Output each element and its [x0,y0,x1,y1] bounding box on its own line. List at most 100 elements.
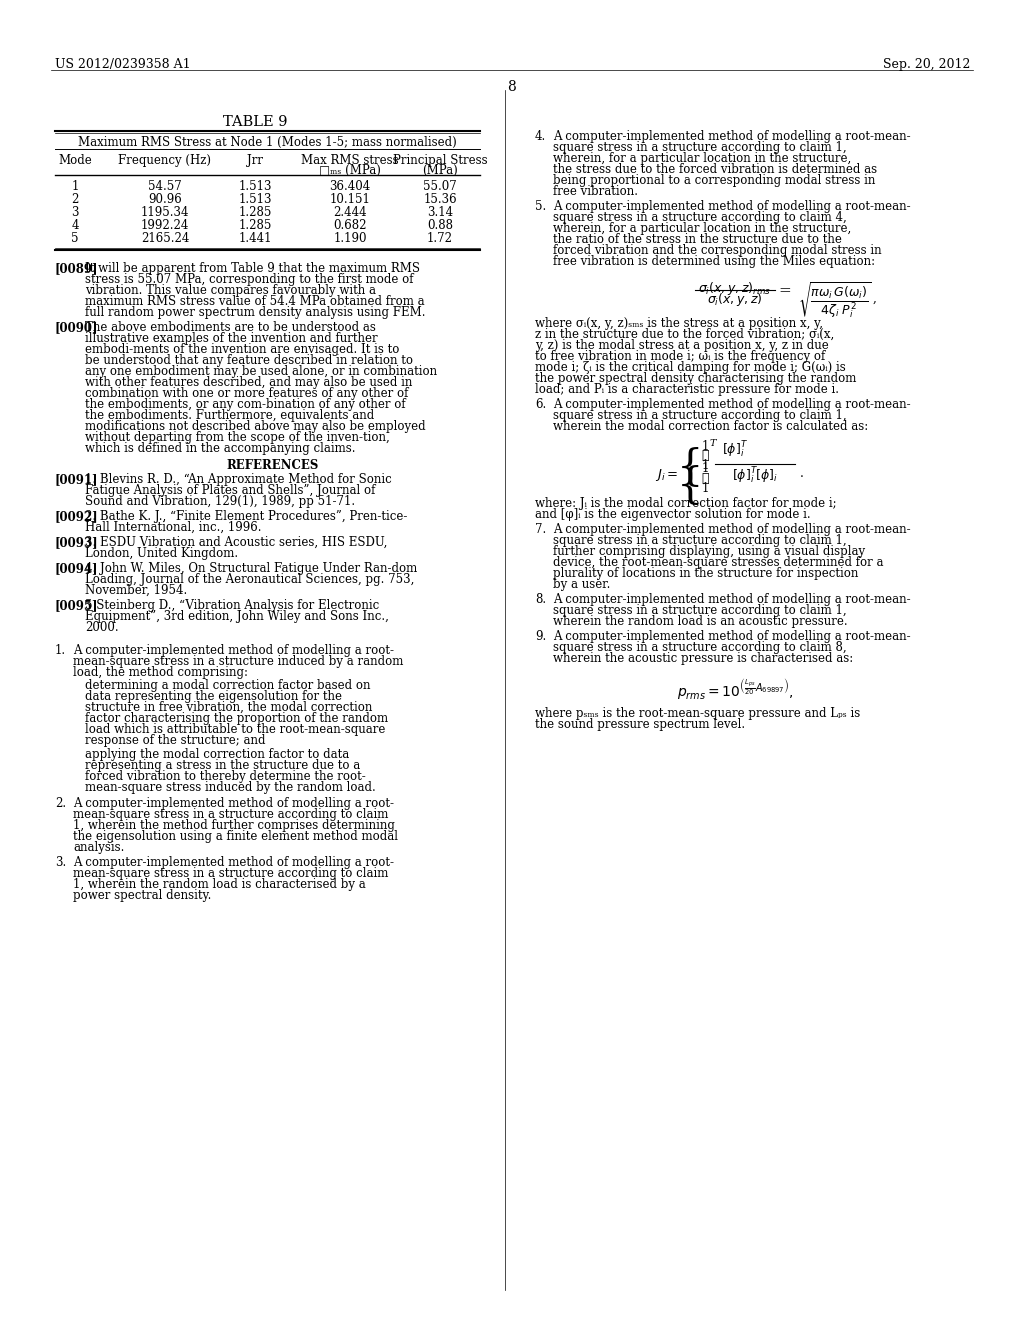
Text: 1.285: 1.285 [239,219,271,232]
Text: $[\phi]_i^T$: $[\phi]_i^T$ [722,440,748,461]
Text: maximum RMS stress value of 54.4 MPa obtained from a: maximum RMS stress value of 54.4 MPa obt… [85,294,425,308]
Text: {: { [677,465,703,507]
Text: vibration. This value compares favourably with a: vibration. This value compares favourabl… [85,284,376,297]
Text: (MPa): (MPa) [422,164,458,177]
Text: November, 1954.: November, 1954. [85,583,187,597]
Text: wherein the acoustic pressure is characterised as:: wherein the acoustic pressure is charact… [553,652,853,665]
Text: 8: 8 [508,81,516,94]
Text: 1, wherein the random load is characterised by a: 1, wherein the random load is characteri… [73,878,366,891]
Text: by a user.: by a user. [553,578,610,591]
Text: A computer-implemented method of modelling a root-: A computer-implemented method of modelli… [73,797,394,810]
Text: {: { [677,447,703,488]
Text: any one embodiment may be used alone, or in combination: any one embodiment may be used alone, or… [85,366,437,378]
Text: Jrr: Jrr [247,154,263,168]
Text: $\sqrt{\dfrac{\pi\omega_i\,G(\omega_i)}{4\zeta_i\;P_i^2}}$: $\sqrt{\dfrac{\pi\omega_i\,G(\omega_i)}{… [798,280,871,319]
Text: T: T [710,440,716,447]
Text: without departing from the scope of the inven­tion,: without departing from the scope of the … [85,432,390,444]
Text: 2.: 2. [55,797,67,810]
Text: 0.88: 0.88 [427,219,453,232]
Text: forced vibration to thereby determine the root-: forced vibration to thereby determine th… [85,770,366,783]
Text: response of the structure; and: response of the structure; and [85,734,265,747]
Text: square stress in a structure according to claim 1,: square stress in a structure according t… [553,141,847,154]
Text: A computer-implemented method of modelling a root-: A computer-implemented method of modelli… [73,644,394,657]
Text: square stress in a structure according to claim 1,: square stress in a structure according t… [553,409,847,422]
Text: mean-square stress in a structure according to claim: mean-square stress in a structure accord… [73,867,388,880]
Text: 1.72: 1.72 [427,232,453,246]
Text: being proportional to a corresponding modal stress in: being proportional to a corresponding mo… [553,174,876,187]
Text: Sound and Vibration, 129(1), 1989, pp 51-71.: Sound and Vibration, 129(1), 1989, pp 51… [85,495,355,508]
Text: to free vibration in mode i; ωᵢ is the frequency of: to free vibration in mode i; ωᵢ is the f… [535,350,825,363]
Text: the power spectral density characterising the random: the power spectral density characterisin… [535,372,856,385]
Text: load which is attributable to the root-mean-square: load which is attributable to the root-m… [85,723,385,737]
Text: Fatigue Analysis of Plates and Shells”, Journal of: Fatigue Analysis of Plates and Shells”, … [85,484,376,498]
Text: A computer-implemented method of modelling a root-mean-: A computer-implemented method of modelli… [553,399,910,411]
Text: $p_{rms} = 10^{\left(\frac{L_{ps}}{20} A_{69897}\right)},$: $p_{rms} = 10^{\left(\frac{L_{ps}}{20} A… [677,677,794,702]
Text: 1.190: 1.190 [333,232,367,246]
Text: y, z) is the modal stress at a position x, y, z in due: y, z) is the modal stress at a position … [535,339,828,352]
Text: 1: 1 [701,462,709,475]
Text: and [φ]ᵢ is the eigenvector solution for mode i.: and [φ]ᵢ is the eigenvector solution for… [535,508,811,521]
Text: 5.: 5. [535,201,546,213]
Text: 36.404: 36.404 [330,180,371,193]
Text: the ratio of the stress in the structure due to the: the ratio of the stress in the structure… [553,234,842,246]
Text: the embodiments. Furthermore, equivalents and: the embodiments. Furthermore, equivalent… [85,409,374,422]
Text: the stress due to the forced vibration is determined as: the stress due to the forced vibration i… [553,162,878,176]
Text: forced vibration and the corresponding modal stress in: forced vibration and the corresponding m… [553,244,882,257]
Text: 1195.34: 1195.34 [140,206,189,219]
Text: analysis.: analysis. [73,841,124,854]
Text: The above embodiments are to be understood as: The above embodiments are to be understo… [85,321,376,334]
Text: with other features described, and may also be used in: with other features described, and may a… [85,376,413,389]
Text: A computer-implemented method of modelling a root-mean-: A computer-implemented method of modelli… [553,593,910,606]
Text: 1.: 1. [55,644,67,657]
Text: Maximum RMS Stress at Node 1 (Modes 1-5; mass normalised): Maximum RMS Stress at Node 1 (Modes 1-5;… [78,136,457,149]
Text: [0095]: [0095] [55,599,98,612]
Text: REFERENCES: REFERENCES [226,459,318,473]
Text: □ₘₛ (MPa): □ₘₛ (MPa) [319,164,381,177]
Text: 3.: 3. [55,855,67,869]
Text: determining a modal correction factor based on: determining a modal correction factor ba… [85,678,371,692]
Text: [0091]: [0091] [55,473,98,486]
Text: structure in free vibration, the modal correction: structure in free vibration, the modal c… [85,701,373,714]
Text: $J_i =$: $J_i =$ [655,467,678,483]
Text: full random power spectrum density analysis using FEM.: full random power spectrum density analy… [85,306,426,319]
Text: [0092]: [0092] [55,510,98,523]
Text: 2165.24: 2165.24 [141,232,189,246]
Text: plurality of locations in the structure for inspection: plurality of locations in the structure … [553,568,858,579]
Text: square stress in a structure according to claim 1,: square stress in a structure according t… [553,535,847,546]
Text: mode i; ζᵢ is the critical damping for mode i; G(ωᵢ) is: mode i; ζᵢ is the critical damping for m… [535,360,846,374]
Text: factor characterising the proportion of the random: factor characterising the proportion of … [85,711,388,725]
Text: be understood that any feature described in relation to: be understood that any feature described… [85,354,413,367]
Text: Hall International, inc., 1996.: Hall International, inc., 1996. [85,521,261,535]
Text: the eigensolution using a finite element method modal: the eigensolution using a finite element… [73,830,398,843]
Text: mean-square stress in a structure induced by a random: mean-square stress in a structure induce… [73,655,403,668]
Text: 1.513: 1.513 [239,180,271,193]
Text: ⋮: ⋮ [701,449,709,462]
Text: .: . [800,467,804,480]
Text: 2: 2 [72,193,79,206]
Text: device, the root-mean-square stresses determined for a: device, the root-mean-square stresses de… [553,556,884,569]
Text: [0094]: [0094] [55,562,98,576]
Text: illustrative examples of the invention and further: illustrative examples of the invention a… [85,333,378,345]
Text: wherein the random load is an acoustic pressure.: wherein the random load is an acoustic p… [553,615,848,628]
Text: further comprising displaying, using a visual display: further comprising displaying, using a v… [553,545,865,558]
Text: 1.285: 1.285 [239,206,271,219]
Text: mean-square stress induced by the random load.: mean-square stress induced by the random… [85,781,376,795]
Text: [0089]: [0089] [55,261,98,275]
Text: 0.682: 0.682 [333,219,367,232]
Text: 2. Bathe K. J., “Finite Element Procedures”, Pren­tice-: 2. Bathe K. J., “Finite Element Procedur… [85,510,408,523]
Text: 1: 1 [701,482,709,495]
Text: 10.151: 10.151 [330,193,371,206]
Text: It will be apparent from Table 9 that the maximum RMS: It will be apparent from Table 9 that th… [85,261,420,275]
Text: 5 Steinberg D., “Vibration Analysis for Electronic: 5 Steinberg D., “Vibration Analysis for … [85,599,379,612]
Text: ,: , [873,292,877,305]
Text: the sound pressure spectrum level.: the sound pressure spectrum level. [535,718,745,731]
Text: A computer-implemented method of modelling a root-mean-: A computer-implemented method of modelli… [553,201,910,213]
Text: [0090]: [0090] [55,321,98,334]
Text: free vibration.: free vibration. [553,185,638,198]
Text: 1: 1 [701,440,709,453]
Text: A computer-implemented method of modelling a root-mean-: A computer-implemented method of modelli… [553,523,910,536]
Text: applying the modal correction factor to data: applying the modal correction factor to … [85,748,349,762]
Text: A computer-implemented method of modelling a root-mean-: A computer-implemented method of modelli… [553,129,910,143]
Text: where σᵢ(x, y, z)ₛₘₛ is the stress at a position x, y,: where σᵢ(x, y, z)ₛₘₛ is the stress at a … [535,317,823,330]
Text: wherein the modal correction factor is calculated as:: wherein the modal correction factor is c… [553,420,868,433]
